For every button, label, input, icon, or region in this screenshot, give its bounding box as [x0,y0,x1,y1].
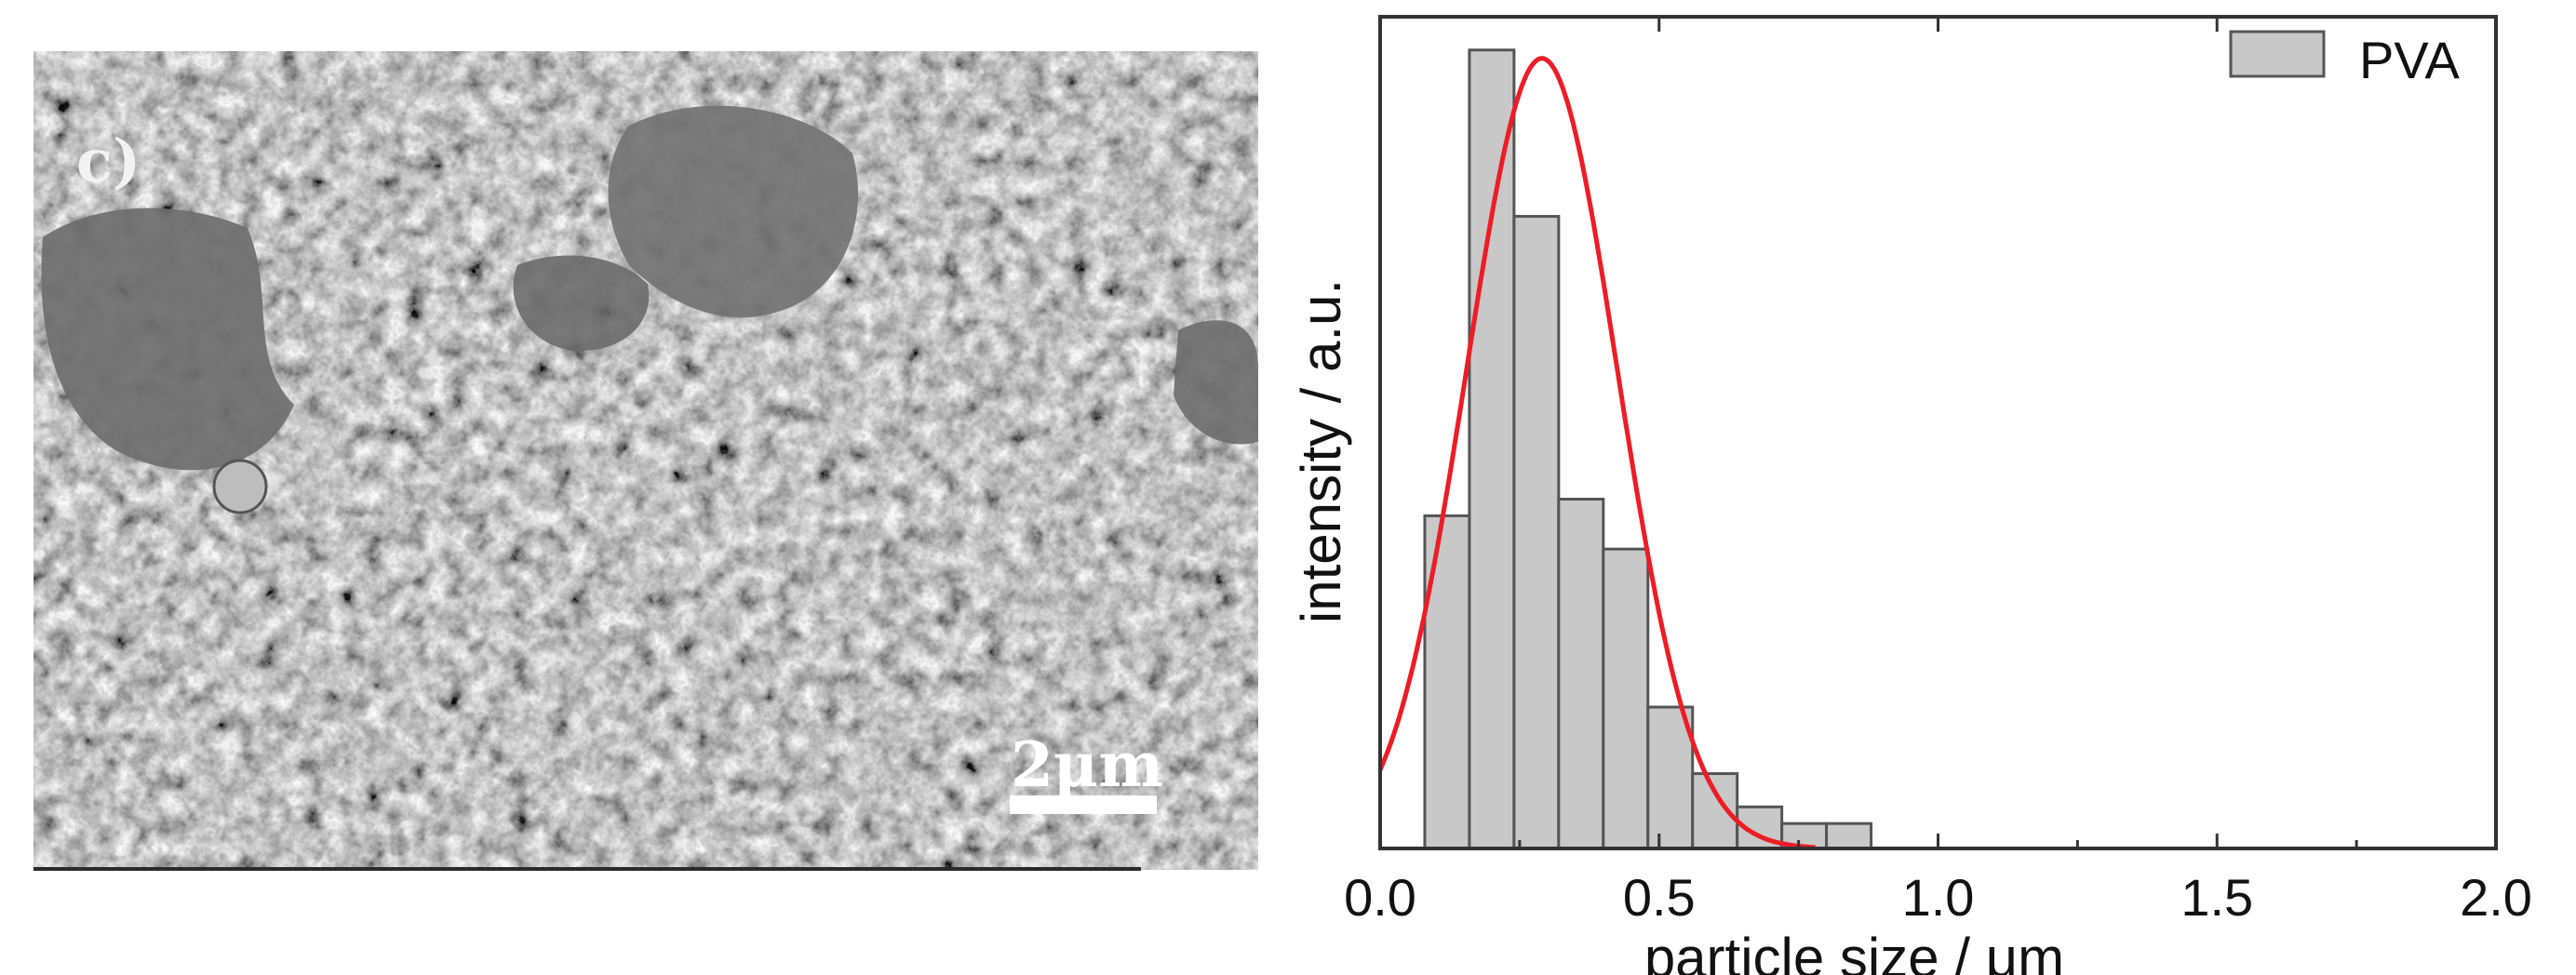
x-axis-tick-labels: 0.0 0.5 1.0 1.5 2.0 [1344,868,2532,927]
y-axis-label: intensity / a.u. [1290,279,1352,623]
scale-bar-label: 2μm [1011,728,1163,801]
legend-label-pva: PVA [2359,31,2461,89]
panel-label: c) [76,127,141,196]
sem-micrograph: c) 2μm [34,51,1258,870]
gaussian-fit-line [1377,56,1816,850]
x-axis-label: particle size / μm [1644,927,2064,975]
legend: PVA [2229,30,2461,89]
histogram-bar-1 [1423,514,1471,850]
x-tick-label: 1.5 [2180,868,2253,927]
legend-swatch-pva [2229,30,2326,78]
x-axis-ticks [1378,17,2498,848]
x-tick-label: 2.0 [2460,868,2532,927]
histogram-bar-3 [1512,215,1561,850]
x-tick-label: 0.5 [1623,868,1696,927]
scale-bar [1010,795,1157,814]
histogram-bars [1423,48,1873,850]
histogram-bar-10 [1825,821,1873,850]
micrograph-bottom-rule [34,867,1141,871]
x-tick-label: 1.0 [1902,868,1975,927]
histogram-bar-2 [1468,48,1516,850]
histogram-bar-5 [1602,547,1650,850]
histogram-bar-4 [1557,498,1605,850]
x-tick-label: 0.0 [1344,868,1416,927]
